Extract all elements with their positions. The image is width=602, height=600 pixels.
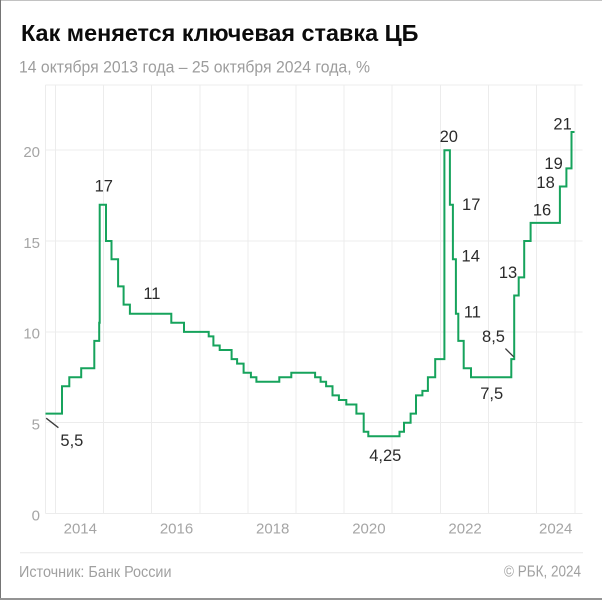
svg-text:10: 10 xyxy=(23,326,40,343)
svg-text:5,5: 5,5 xyxy=(60,432,83,450)
svg-text:20: 20 xyxy=(440,128,458,146)
svg-text:8,5: 8,5 xyxy=(482,328,505,346)
svg-text:2024: 2024 xyxy=(539,520,572,537)
svg-text:15: 15 xyxy=(23,235,40,252)
svg-text:18: 18 xyxy=(536,174,554,192)
svg-text:Как меняется ключевая ставка Ц: Как меняется ключевая ставка ЦБ xyxy=(21,20,419,46)
svg-text:2018: 2018 xyxy=(256,520,289,537)
svg-text:Источник: Банк России: Источник: Банк России xyxy=(19,564,172,581)
svg-text:7,5: 7,5 xyxy=(480,385,503,403)
svg-text:2014: 2014 xyxy=(64,520,97,537)
svg-text:16: 16 xyxy=(533,201,551,219)
svg-text:20: 20 xyxy=(23,144,40,161)
svg-text:21: 21 xyxy=(553,115,571,133)
svg-text:17: 17 xyxy=(462,196,480,214)
svg-text:2022: 2022 xyxy=(448,520,481,537)
svg-text:13: 13 xyxy=(499,264,517,282)
svg-text:0: 0 xyxy=(32,507,40,524)
svg-text:17: 17 xyxy=(95,177,113,195)
svg-text:2016: 2016 xyxy=(160,520,193,537)
svg-text:2020: 2020 xyxy=(352,520,385,537)
svg-text:19: 19 xyxy=(544,155,562,173)
svg-text:11: 11 xyxy=(143,285,160,303)
svg-text:14: 14 xyxy=(462,247,480,265)
svg-text:11: 11 xyxy=(464,304,481,322)
svg-text:14 октября 2013 года – 25 октя: 14 октября 2013 года – 25 октября 2024 г… xyxy=(19,59,370,77)
svg-text:5: 5 xyxy=(32,417,40,434)
svg-text:4,25: 4,25 xyxy=(369,447,401,465)
svg-text:© РБК, 2024: © РБК, 2024 xyxy=(504,564,581,581)
